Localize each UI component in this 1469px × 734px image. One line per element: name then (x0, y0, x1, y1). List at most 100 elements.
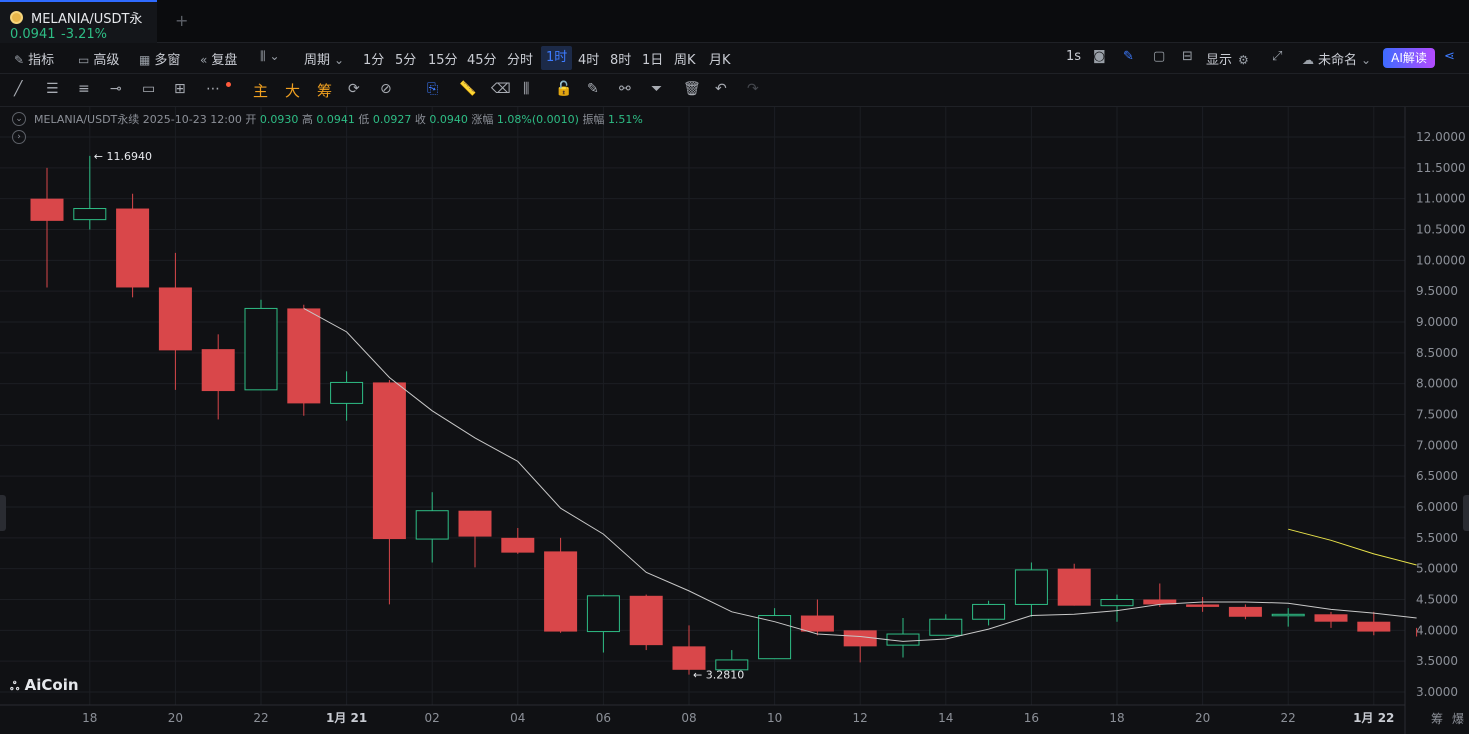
trash-icon[interactable]: 🗑 (683, 81, 701, 97)
y-axis-tick-label: 8.0000 (1416, 377, 1458, 391)
candle-body-down (1143, 599, 1177, 605)
eraser-icon[interactable]: ⌫ (491, 81, 511, 97)
x-axis-tick-label: 02 (425, 711, 440, 725)
layout-name-dropdown[interactable]: ☁ 未命名 ⌄ (1302, 49, 1375, 68)
liquidation-toggle[interactable]: 爆 (1452, 712, 1465, 726)
y-axis-tick-label: 3.0000 (1416, 685, 1458, 699)
interval-1h[interactable]: 1时 (541, 46, 573, 70)
replay-button[interactable]: «复盘 (200, 49, 237, 68)
y-axis-tick-label: 4.0000 (1416, 623, 1458, 637)
filter-icon[interactable]: ⏷ (651, 81, 663, 97)
x-axis-tick-label: 18 (1109, 711, 1124, 725)
y-axis-tick-label: 5.0000 (1416, 562, 1458, 576)
close-value: 0.0940 (429, 113, 468, 126)
chip-toggle[interactable]: 筹 (1431, 712, 1444, 726)
rectangle-icon[interactable]: ▭ (142, 81, 156, 97)
link-icon[interactable]: ⚯ (619, 81, 631, 97)
x-axis-tick-label: 16 (1024, 711, 1039, 725)
main-force-button[interactable]: 主 (253, 82, 269, 100)
y-axis-tick-label: 8.5000 (1416, 346, 1458, 360)
candle-body-down (800, 615, 834, 632)
multi-window-label: 多窗 (154, 53, 181, 68)
advanced-button[interactable]: ▭ 高级 (78, 49, 119, 68)
hide-drawing-icon[interactable]: ⊘ (380, 81, 392, 97)
interval-week[interactable]: 周K (674, 53, 696, 68)
interval-15m[interactable]: 15分 (428, 53, 458, 68)
period-dropdown[interactable]: 周期 ⌄ (304, 49, 348, 68)
low-value: 0.0927 (372, 113, 412, 126)
interval-month[interactable]: 月K (709, 53, 731, 68)
period-label: 周期 (304, 53, 331, 68)
add-tab-button[interactable]: + (175, 11, 189, 30)
y-axis-tick-label: 4.5000 (1416, 593, 1458, 607)
layout-name-label: 未命名 (1318, 53, 1358, 68)
candle-body-up (1014, 569, 1048, 605)
candle-body-up (715, 659, 749, 671)
interval-4h[interactable]: 4时 (578, 53, 600, 68)
camera-icon[interactable]: ◙ (1093, 49, 1106, 64)
candle-body-up (244, 307, 278, 391)
tab-bar: MELANIA/USDT永 0.0941 -3.21% + (0, 0, 1469, 43)
magnet-icon[interactable]: ⎘ (427, 81, 439, 97)
cycle-icon[interactable]: ⟳ (348, 81, 360, 97)
candlestick-chart[interactable]: 12.0000 11.5000 11.0000 10.5000 10.0000 9.500… (0, 107, 1469, 734)
ruler-icon[interactable]: 📏 (459, 81, 477, 97)
y-axis-tick-label: 9.5000 (1416, 284, 1458, 298)
x-axis-tick-label: 12 (853, 711, 868, 725)
horizontal-ray-icon[interactable]: ⊸ (110, 81, 122, 97)
min-price-label: ← 3.2810 (693, 669, 744, 682)
layout-icon[interactable]: ⊟ (1182, 49, 1193, 64)
logo-icon: ஃ (10, 679, 20, 693)
x-axis-tick-label: 10 (767, 711, 782, 725)
aicoin-logo: ஃ AiCoin (10, 676, 79, 695)
big-order-button[interactable]: 大 (285, 82, 301, 100)
pen-icon[interactable]: ✎ (1123, 49, 1134, 64)
comment-icon[interactable]: ▢ (1153, 49, 1166, 64)
edit-list-icon[interactable]: ✎ (587, 81, 599, 97)
text-box-icon[interactable]: ⊞ (174, 81, 186, 97)
change-label: 涨幅 (471, 113, 494, 126)
interval-timeshare[interactable]: 分时 (507, 53, 534, 68)
refresh-rate[interactable]: 1s (1066, 49, 1082, 64)
y-axis-tick-label: 12.0000 (1416, 130, 1466, 144)
lock-icon[interactable]: 🔓 (555, 81, 573, 97)
interval-1d[interactable]: 1日 (642, 53, 664, 68)
redo-icon[interactable]: ↷ (747, 81, 759, 97)
undo-icon[interactable]: ↶ (715, 81, 727, 97)
right-panel-handle[interactable] (1463, 495, 1469, 531)
chart-type-dropdown[interactable]: ⫼ ⌄ (260, 49, 284, 64)
x-axis-tick-label: 1月 22 (1353, 711, 1394, 725)
indicators-button[interactable]: ✎ 指标 (14, 49, 54, 68)
share-icon[interactable]: ⋖ (1444, 49, 1455, 64)
left-panel-handle[interactable] (0, 495, 6, 531)
interval-45m[interactable]: 45分 (467, 53, 497, 68)
multi-window-button[interactable]: ▦ 多窗 (139, 49, 180, 68)
indicators-label: 指标 (28, 53, 55, 68)
parallel-lines-icon[interactable]: ☰ (46, 81, 59, 97)
chip-button[interactable]: 筹 (317, 82, 333, 100)
trendline-icon[interactable]: ╱ (14, 81, 23, 97)
candles-icon[interactable]: ⫼ (523, 81, 530, 97)
candle-body-up (415, 510, 449, 540)
interval-5m[interactable]: 5分 (395, 53, 417, 68)
x-axis-tick-label: 08 (681, 711, 696, 725)
horizontal-lines-icon[interactable]: ≡ (78, 81, 90, 97)
open-value: 0.0930 (259, 113, 299, 126)
more-icon[interactable]: ⋯ (206, 81, 220, 97)
tab-change: -3.21% (61, 27, 107, 42)
change-value: 1.08%(0.0010) (496, 113, 579, 126)
collapse-info-icon[interactable]: ⌄ (12, 112, 26, 126)
candle-body-down (458, 510, 492, 537)
ohlc-info: MELANIA/USDT永续 2025-10-23 12:00 开 0.0930… (34, 111, 643, 127)
chart-area[interactable]: 12.0000 11.5000 11.0000 10.5000 10.0000 9.500… (0, 107, 1469, 734)
display-button[interactable]: 显示 ⚙ (1206, 49, 1253, 68)
fullscreen-icon[interactable]: ⤢ (1272, 49, 1283, 64)
candle-body-down (116, 208, 150, 288)
interval-8h[interactable]: 8时 (610, 53, 632, 68)
ai-interpret-button[interactable]: AI解读 (1383, 48, 1435, 68)
expand-icon[interactable]: › (12, 130, 26, 144)
interval-1m[interactable]: 1分 (363, 53, 385, 68)
tab-melania[interactable]: MELANIA/USDT永 0.0941 -3.21% (0, 0, 157, 43)
rewind-icon: « (200, 53, 208, 67)
drawing-toolbar: ╱ ☰ ≡ ⊸ ▭ ⊞ ⋯ 主 大 筹 ⟳ ⊘ ⎘ 📏 ⌫ ⫼ 🔓 ✎ ⚯ ⏷ … (0, 75, 1469, 107)
